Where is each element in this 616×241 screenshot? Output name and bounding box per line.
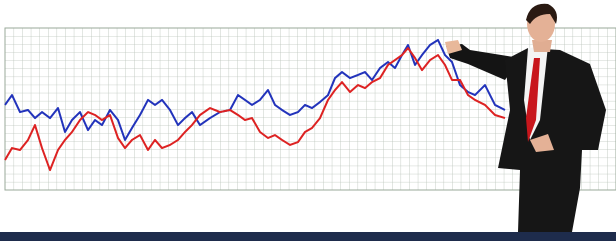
photo <box>0 0 616 241</box>
bottom-bar <box>0 232 616 241</box>
